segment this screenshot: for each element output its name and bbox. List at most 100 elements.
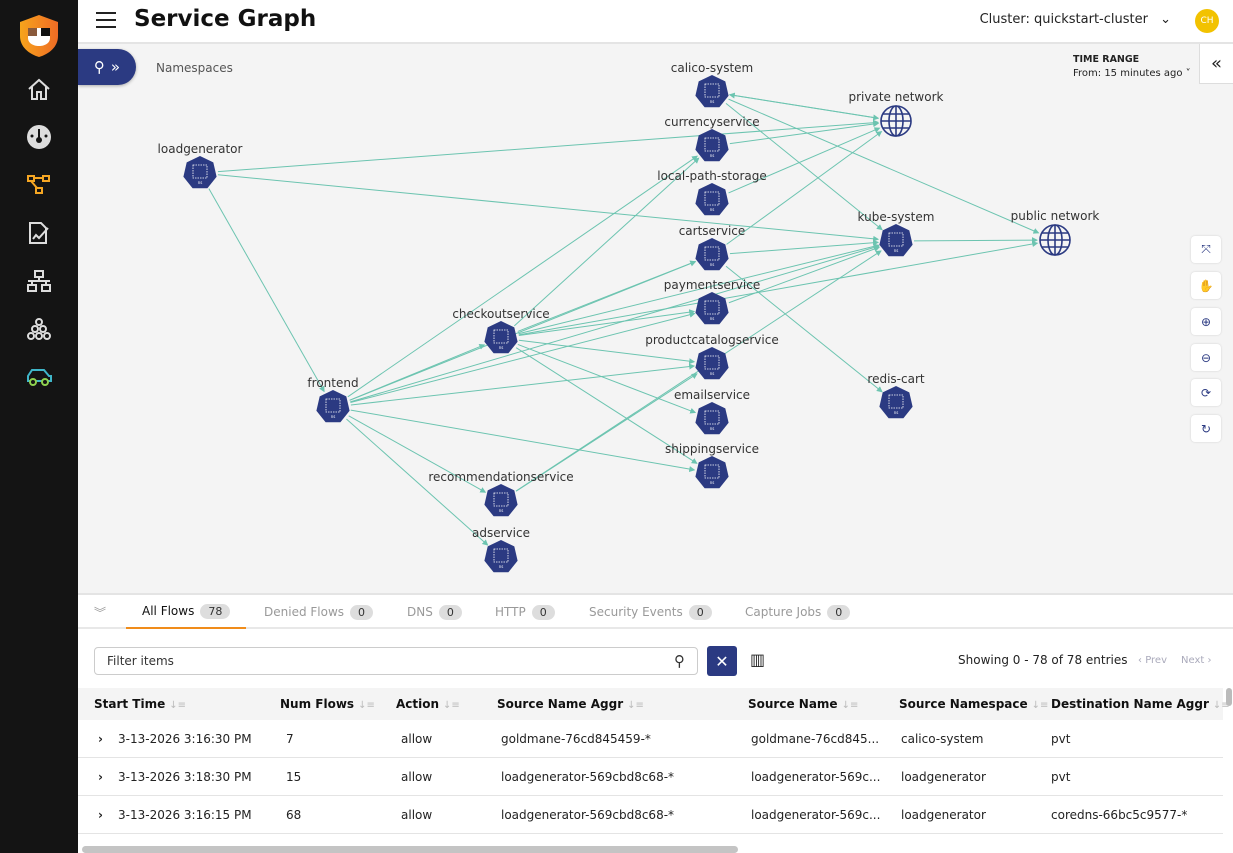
graph-node-checkoutservice[interactable]: ns checkoutservice (452, 307, 550, 354)
cluster-selector[interactable]: Cluster: quickstart-cluster ⌄ (980, 12, 1171, 27)
table-row[interactable]: › 3-13-2026 3:16:30 PM 7 allow goldmane-76cd… (78, 720, 1223, 758)
column-header-source-name-aggr[interactable]: Source Name Aggr ↓≡ (497, 697, 644, 711)
graph-node-currencyservice[interactable]: ns currencyservice (664, 115, 760, 162)
graph-node-frontend[interactable]: ns frontend (307, 376, 359, 423)
edge-checkoutservice-to-shippingservice[interactable] (515, 347, 698, 464)
edge-frontend-to-checkoutservice[interactable] (349, 343, 486, 401)
edge-checkoutservice-to-kube-system[interactable] (518, 243, 880, 335)
edge-frontend-to-kube-system[interactable] (350, 244, 880, 403)
edge-calico-system-to-public-network[interactable] (728, 98, 1040, 234)
edge-checkoutservice-to-productcatalogservice[interactable] (518, 339, 696, 365)
next-page-button[interactable]: Next › (1181, 655, 1212, 666)
graph-node-public-network[interactable]: public network (1011, 209, 1100, 256)
graph-node-productcatalogservice[interactable]: ns productcatalogservice (645, 333, 779, 380)
fit-icon[interactable]: ⤧ (1191, 236, 1221, 263)
table-cell: loadgenerator-569cbd8c68-* (501, 770, 675, 784)
menu-icon[interactable] (96, 12, 116, 28)
edge-cartservice-to-redis-cart[interactable] (725, 265, 883, 393)
graph-node-local-path-storage[interactable]: ns local-path-storage (657, 169, 767, 216)
graph-node-emailservice[interactable]: ns emailservice (674, 388, 750, 435)
horizontal-scrollbar[interactable] (82, 846, 738, 853)
tab-all-flows[interactable]: All Flows 78 (126, 595, 247, 629)
graph-node-shippingservice[interactable]: ns shippingservice (665, 442, 759, 489)
edge-frontend-to-cartservice[interactable] (349, 260, 697, 401)
edge-cartservice-to-kube-system[interactable] (729, 239, 880, 255)
edge-loadgenerator-to-kube-system[interactable] (217, 174, 880, 242)
edge-loadgenerator-to-frontend[interactable] (208, 188, 325, 393)
zoom-in-icon[interactable]: ⊕ (1191, 308, 1221, 335)
collapse-table-icon[interactable]: ︾ (94, 605, 107, 620)
policies-icon[interactable] (24, 218, 54, 248)
column-header-source-name[interactable]: Source Name ↓≡ (748, 697, 859, 711)
edge-loadgenerator-to-private-network[interactable] (217, 119, 880, 173)
graph-node-paymentservice[interactable]: ns paymentservice (664, 278, 760, 325)
edge-checkoutservice-to-cartservice[interactable] (517, 260, 697, 332)
edge-local-path-storage-to-private-network[interactable] (728, 127, 881, 194)
service-graph-icon[interactable] (24, 170, 54, 200)
tab-denied-flows[interactable]: Denied Flows 0 (264, 595, 374, 629)
table-row[interactable]: › 3-13-2026 3:18:30 PM 15 allow loadgenerato… (78, 758, 1223, 796)
edge-frontend-to-currencyservice[interactable] (347, 155, 698, 398)
search-icon[interactable]: ⚲ (674, 652, 685, 670)
endpoints-icon[interactable] (24, 314, 54, 344)
edge-checkoutservice-to-currencyservice[interactable] (513, 157, 700, 327)
graph-node-calico-system[interactable]: ns calico-system (671, 61, 754, 108)
edge-cartservice-to-private-network[interactable] (726, 131, 883, 245)
expand-row-icon[interactable]: › (98, 770, 103, 784)
time-range-selector[interactable]: TIME RANGE From: 15 minutes ago ˅ (1073, 54, 1191, 79)
edge-frontend-to-recommendationservice[interactable] (348, 415, 487, 493)
tab-dns[interactable]: DNS 0 (407, 595, 462, 629)
column-header-start-time[interactable]: Start Time ↓≡ (94, 697, 187, 711)
edge-private-network-to-calico-system[interactable] (728, 92, 879, 119)
namespace-icon: ns (695, 183, 729, 216)
graph-node-loadgenerator[interactable]: ns loadgenerator (158, 142, 243, 189)
avatar[interactable]: CH (1195, 9, 1219, 33)
tab-http[interactable]: HTTP 0 (495, 595, 555, 629)
vertical-scrollbar[interactable] (1226, 688, 1232, 706)
home-icon[interactable] (24, 74, 54, 104)
tab-capture-jobs[interactable]: Capture Jobs 0 (745, 595, 851, 629)
refresh-icon[interactable]: ↻ (1191, 415, 1221, 442)
column-header-num-flows[interactable]: Num Flows ↓≡ (280, 697, 375, 711)
namespace-icon: ns (695, 402, 729, 435)
expand-row-icon[interactable]: › (98, 732, 103, 746)
filter-input[interactable]: Filter items ⚲ (94, 647, 698, 675)
edge-calico-system-to-kube-system[interactable] (725, 102, 883, 231)
graph-svg[interactable]: ns calico-system ns currencyservice ns local-… (78, 44, 1233, 593)
graph-node-kube-system[interactable]: ns kube-system (858, 210, 935, 257)
edge-paymentservice-to-kube-system[interactable] (728, 246, 881, 304)
edge-frontend-to-productcatalogservice[interactable] (350, 363, 696, 406)
graph-node-cartservice[interactable]: ns cartservice (679, 224, 746, 271)
prev-page-button[interactable]: ‹ Prev (1138, 655, 1168, 666)
edge-checkoutservice-to-public-network[interactable] (518, 241, 1039, 336)
zoom-out-icon[interactable]: ⊖ (1191, 344, 1221, 371)
column-settings-icon[interactable]: ▥ (750, 650, 766, 669)
edge-checkoutservice-to-paymentservice[interactable] (518, 309, 696, 337)
edge-checkoutservice-to-emailservice[interactable] (517, 343, 697, 414)
column-header-destination-name-aggr[interactable]: Destination Name Aggr ↓≡ (1051, 697, 1230, 711)
reset-icon[interactable]: ⟳ (1191, 379, 1221, 406)
edge-frontend-to-paymentservice[interactable] (350, 311, 696, 403)
graph-node-adservice[interactable]: ns adservice (472, 526, 530, 573)
graph-node-recommendationservice[interactable]: ns recommendationservice (428, 470, 574, 517)
tab-security-events[interactable]: Security Events 0 (589, 595, 712, 629)
collapse-panel-button[interactable]: « (1199, 44, 1233, 84)
edge-currencyservice-to-private-network[interactable] (729, 121, 880, 145)
network-icon[interactable] (24, 266, 54, 296)
svg-text:ns: ns (710, 207, 715, 212)
search-expand-button[interactable]: ⚲» (78, 49, 136, 85)
edge-frontend-to-shippingservice[interactable] (350, 409, 696, 473)
pan-icon[interactable]: ✋ (1191, 272, 1221, 299)
column-header-action[interactable]: Action ↓≡ (396, 697, 460, 711)
table-row[interactable]: › 3-13-2026 3:16:15 PM 68 allow loadgenerato… (78, 796, 1223, 834)
graph-node-private-network[interactable]: private network (849, 90, 944, 137)
clear-filter-button[interactable]: ✕ (707, 646, 737, 676)
car-icon[interactable] (24, 362, 54, 392)
graph-node-redis-cart[interactable]: ns redis-cart (867, 372, 925, 419)
service-graph-canvas[interactable]: ns calico-system ns currencyservice ns local-… (78, 44, 1233, 593)
dashboard-icon[interactable] (24, 122, 54, 152)
column-header-source-namespace[interactable]: Source Namespace ↓≡ (899, 697, 1049, 711)
edge-frontend-to-adservice[interactable] (346, 418, 489, 546)
edge-kube-system-to-public-network[interactable] (913, 237, 1039, 244)
expand-row-icon[interactable]: › (98, 808, 103, 822)
